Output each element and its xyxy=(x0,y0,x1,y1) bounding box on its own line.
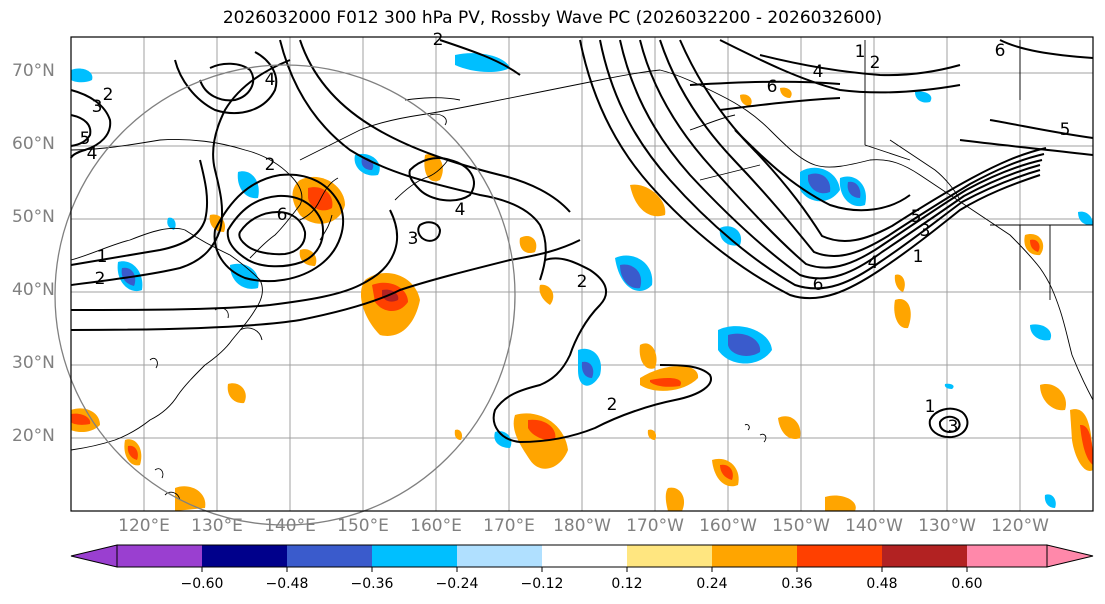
contour-label: 3 xyxy=(920,221,931,241)
contour-label: 1 xyxy=(925,397,936,417)
colorbar-segment xyxy=(627,545,712,567)
lat-label: 40°N xyxy=(12,280,55,300)
colorbar-segment xyxy=(882,545,967,567)
colorbar-segment xyxy=(202,545,287,567)
contour-label: 6 xyxy=(995,41,1006,61)
contour-label: 2 xyxy=(870,53,881,73)
contour-label: 4 xyxy=(813,62,824,82)
lon-label: 160°W xyxy=(699,516,757,536)
colorbar-tick-label: −0.24 xyxy=(435,576,479,592)
contour-label: 6 xyxy=(813,275,824,295)
influence-circle xyxy=(54,64,516,526)
map-title: 2026032000 F012 300 hPa PV, Rossby Wave … xyxy=(222,8,883,28)
contour-label: 6 xyxy=(277,205,288,225)
lon-label: 160°E xyxy=(410,516,462,536)
contour-label: 4 xyxy=(455,200,466,220)
colorbar-tick-label: −0.60 xyxy=(180,576,224,592)
contour-label: 3 xyxy=(948,417,959,437)
colorbar-segment xyxy=(542,545,627,567)
contour-label: 4 xyxy=(868,253,879,273)
contour-label: 1 xyxy=(913,247,924,267)
colorbar-extend-right xyxy=(1046,544,1094,568)
colorbar-tick-label: 0.60 xyxy=(951,576,983,592)
colorbar-tick-label: 0.48 xyxy=(866,576,898,592)
colorbar xyxy=(70,544,1094,572)
lon-label: 140°E xyxy=(264,516,316,536)
lon-label: 120°E xyxy=(118,516,170,536)
contour-label: 1 xyxy=(97,247,108,267)
contour-label: 2 xyxy=(265,155,276,175)
colorbar-outline xyxy=(116,544,1048,568)
colorbar-tick-label: 0.36 xyxy=(781,576,813,592)
colorbar-tick-label: −0.48 xyxy=(265,576,309,592)
lat-label: 20°N xyxy=(12,426,55,446)
lon-label: 120°W xyxy=(991,516,1049,536)
colorbar-segment xyxy=(117,545,202,567)
lon-label: 130°E xyxy=(191,516,243,536)
contour-label: 2 xyxy=(95,269,106,289)
contour-label: 2 xyxy=(577,272,588,292)
colorbar-segment xyxy=(797,545,882,567)
map-frame xyxy=(70,36,1094,512)
contour-label: 4 xyxy=(87,144,98,164)
contour-label: 3 xyxy=(92,97,103,117)
colorbar-segment xyxy=(372,545,457,567)
lon-label: 140°W xyxy=(845,516,903,536)
lon-label: 170°W xyxy=(626,516,684,536)
contour-label: 2 xyxy=(607,395,618,415)
colorbar-segment xyxy=(967,545,1047,567)
colorbar-segment xyxy=(712,545,797,567)
colorbar-tick-label: −0.36 xyxy=(350,576,394,592)
lat-label: 60°N xyxy=(12,134,55,154)
colorbar-tick-label: −0.12 xyxy=(520,576,564,592)
lon-label: 150°W xyxy=(772,516,830,536)
lat-label: 30°N xyxy=(12,353,55,373)
contour-label: 2 xyxy=(103,85,114,105)
colorbar-segment xyxy=(457,545,542,567)
colorbar-tick-label: 0.12 xyxy=(611,576,643,592)
colorbar-tick-label: 0.24 xyxy=(696,576,728,592)
contour-label: 3 xyxy=(408,229,419,249)
contour-label-group: 2 3 5 4 1 2 6 2 3 4 2 2 1 2 4 6 6 5 5 3 … xyxy=(80,30,1071,437)
contour-label: 5 xyxy=(911,207,922,227)
colorbar-segment xyxy=(287,545,372,567)
contour-label: 5 xyxy=(1060,120,1071,140)
contour-label: 6 xyxy=(767,77,778,97)
lat-label: 70°N xyxy=(12,61,55,81)
lon-label: 130°W xyxy=(918,516,976,536)
lat-label: 50°N xyxy=(12,207,55,227)
contour-label: 2 xyxy=(433,30,444,50)
rossby-wave-contours xyxy=(70,39,1094,444)
contour-label: 5 xyxy=(80,129,91,149)
lon-label: 180°W xyxy=(553,516,611,536)
contour-label: 4 xyxy=(265,70,276,90)
contour-label: 1 xyxy=(855,42,866,62)
lon-label: 170°E xyxy=(483,516,535,536)
lon-label: 150°E xyxy=(337,516,389,536)
colorbar-extend-left xyxy=(70,544,118,568)
